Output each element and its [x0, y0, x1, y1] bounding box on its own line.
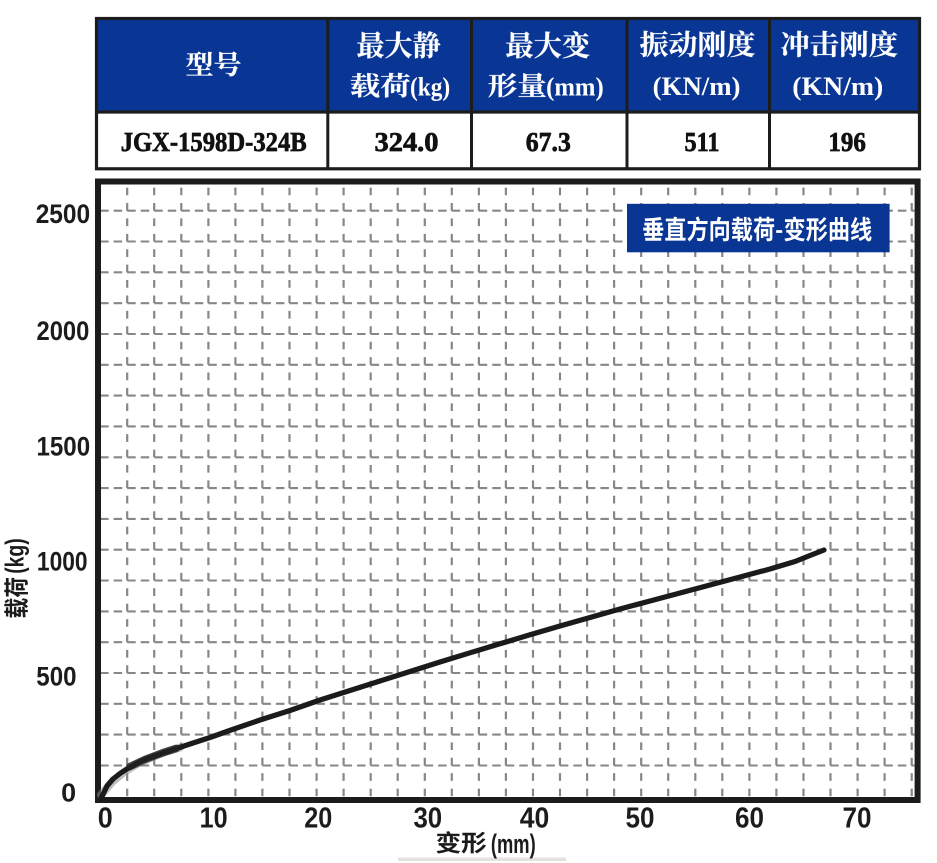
svg-text:30: 30 [413, 803, 442, 835]
svg-text:50: 50 [626, 803, 655, 835]
svg-text:500: 500 [36, 662, 76, 692]
svg-text:40: 40 [520, 803, 550, 835]
svg-text:20: 20 [304, 803, 332, 835]
svg-text:196: 196 [828, 127, 866, 157]
svg-text:2500: 2500 [36, 199, 91, 229]
svg-text:(KN/m): (KN/m) [792, 71, 883, 101]
svg-text:(mm): (mm) [491, 829, 536, 859]
svg-text:(kg): (kg) [0, 538, 30, 574]
svg-text:1000: 1000 [37, 546, 88, 576]
svg-text:67.3: 67.3 [526, 127, 571, 157]
svg-text:70: 70 [843, 803, 872, 835]
svg-text:60: 60 [735, 803, 764, 835]
svg-text:324.0: 324.0 [375, 127, 439, 157]
svg-text:1500: 1500 [37, 432, 91, 462]
svg-text:(mm): (mm) [546, 71, 604, 101]
svg-text:0: 0 [61, 777, 76, 807]
svg-text:JGX-1598D-324B: JGX-1598D-324B [121, 127, 307, 157]
svg-text:(KN/m): (KN/m) [653, 71, 741, 101]
svg-text:10: 10 [200, 803, 228, 835]
svg-text:0: 0 [98, 803, 113, 835]
svg-text:(kg): (kg) [410, 71, 450, 101]
svg-text:511: 511 [685, 127, 720, 157]
svg-text:2000: 2000 [37, 316, 90, 346]
